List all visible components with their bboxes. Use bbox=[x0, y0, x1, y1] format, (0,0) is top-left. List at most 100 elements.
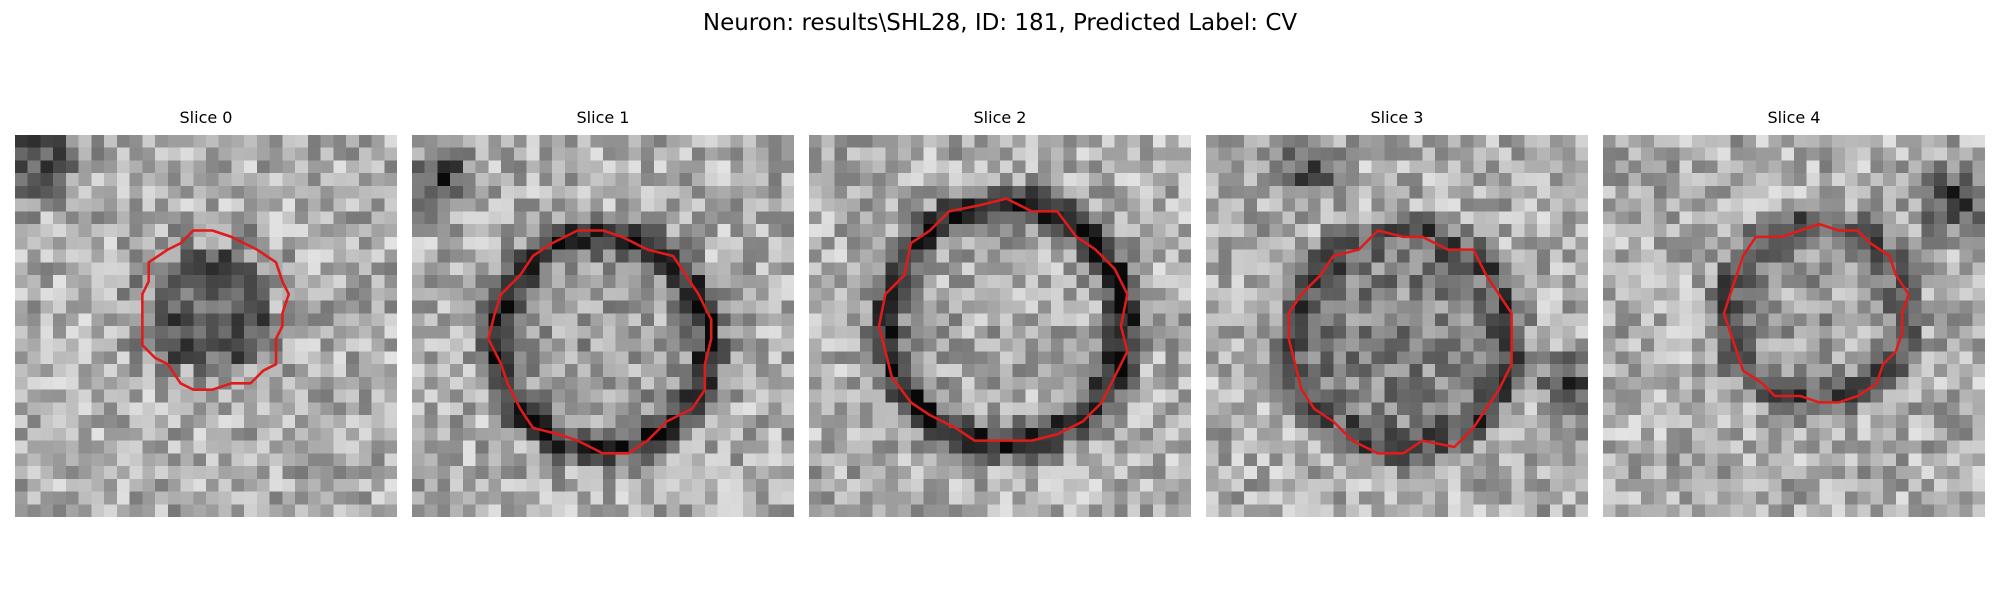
pixel bbox=[974, 338, 988, 352]
pixel bbox=[781, 211, 794, 225]
pixel bbox=[1486, 440, 1500, 454]
pixel bbox=[1883, 389, 1897, 403]
pixel bbox=[949, 402, 963, 416]
pixel bbox=[1844, 351, 1858, 365]
pixel bbox=[1473, 491, 1487, 505]
pixel bbox=[1946, 236, 1960, 250]
pixel bbox=[1050, 300, 1064, 314]
pixel bbox=[1704, 415, 1718, 429]
pixel bbox=[40, 313, 54, 327]
pixel bbox=[590, 313, 604, 327]
pixel bbox=[936, 351, 950, 365]
pixel bbox=[1679, 135, 1693, 148]
pixel bbox=[91, 160, 105, 174]
pixel bbox=[1307, 262, 1321, 276]
pixel bbox=[1781, 287, 1795, 301]
pixel bbox=[1063, 262, 1077, 276]
pixel bbox=[1371, 249, 1385, 263]
pixel bbox=[1794, 313, 1807, 327]
pixel bbox=[206, 491, 219, 505]
pixel bbox=[821, 135, 835, 148]
pixel bbox=[1692, 300, 1706, 314]
pixel bbox=[1244, 389, 1258, 403]
pixel bbox=[743, 135, 757, 148]
pixel bbox=[615, 376, 629, 390]
pixel bbox=[333, 491, 347, 505]
pixel bbox=[116, 389, 130, 403]
pixel bbox=[167, 198, 181, 212]
pixel bbox=[91, 351, 105, 365]
pixel bbox=[167, 389, 181, 403]
pixel bbox=[961, 478, 975, 492]
pixel bbox=[1794, 491, 1807, 505]
pixel bbox=[142, 313, 156, 327]
pixel bbox=[1537, 440, 1551, 454]
pixel bbox=[1012, 300, 1026, 314]
pixel bbox=[666, 478, 680, 492]
pixel bbox=[1384, 211, 1398, 225]
pixel bbox=[488, 135, 502, 148]
pixel bbox=[1717, 389, 1731, 403]
pixel bbox=[307, 147, 321, 161]
pixel bbox=[1435, 275, 1449, 289]
pixel bbox=[1615, 364, 1629, 378]
pixel bbox=[704, 236, 718, 250]
pixel bbox=[1295, 402, 1309, 416]
pixel bbox=[1641, 440, 1655, 454]
pixel bbox=[539, 135, 553, 148]
pixel bbox=[501, 491, 515, 505]
pixel bbox=[1447, 351, 1461, 365]
pixel bbox=[577, 466, 591, 480]
pixel bbox=[1409, 491, 1423, 505]
pixel bbox=[1806, 287, 1820, 301]
pixel bbox=[1269, 504, 1283, 517]
pixel bbox=[526, 160, 540, 174]
pixel bbox=[346, 300, 360, 314]
pixel bbox=[679, 338, 693, 352]
pixel bbox=[564, 491, 578, 505]
pixel bbox=[1320, 478, 1334, 492]
pixel bbox=[1895, 389, 1909, 403]
pixel bbox=[755, 211, 769, 225]
pixel bbox=[282, 135, 296, 148]
pixel bbox=[847, 300, 861, 314]
pixel bbox=[1794, 440, 1807, 454]
pixel bbox=[974, 351, 988, 365]
pixel bbox=[1549, 402, 1563, 416]
pixel bbox=[628, 504, 642, 517]
pixel bbox=[129, 185, 143, 199]
pixel bbox=[218, 402, 232, 416]
pixel bbox=[692, 440, 706, 454]
pixel bbox=[885, 224, 899, 238]
pixel bbox=[1140, 262, 1154, 276]
pixel bbox=[1038, 453, 1052, 467]
pixel bbox=[1127, 135, 1141, 148]
pixel bbox=[1730, 147, 1744, 161]
pixel bbox=[1628, 376, 1642, 390]
pixel bbox=[1152, 364, 1166, 378]
pixel bbox=[27, 326, 41, 339]
pixel bbox=[615, 275, 629, 289]
pixel bbox=[1244, 402, 1258, 416]
pixel bbox=[1972, 326, 1985, 339]
pixel bbox=[821, 275, 835, 289]
pixel bbox=[1628, 198, 1642, 212]
pixel bbox=[1946, 504, 1960, 517]
pixel bbox=[218, 427, 232, 441]
pixel bbox=[295, 287, 309, 301]
pixel bbox=[526, 351, 540, 365]
pixel bbox=[1435, 376, 1449, 390]
pixel bbox=[307, 478, 321, 492]
pixel bbox=[603, 376, 616, 390]
pixel bbox=[1206, 313, 1219, 327]
pixel bbox=[781, 440, 794, 454]
pixel bbox=[40, 351, 54, 365]
pixel bbox=[628, 160, 642, 174]
pixel bbox=[1282, 389, 1296, 403]
pixel bbox=[539, 402, 553, 416]
pixel bbox=[1959, 326, 1973, 339]
pixel bbox=[501, 300, 515, 314]
pixel bbox=[987, 275, 1001, 289]
pixel bbox=[1717, 364, 1731, 378]
pixel bbox=[1000, 466, 1013, 480]
